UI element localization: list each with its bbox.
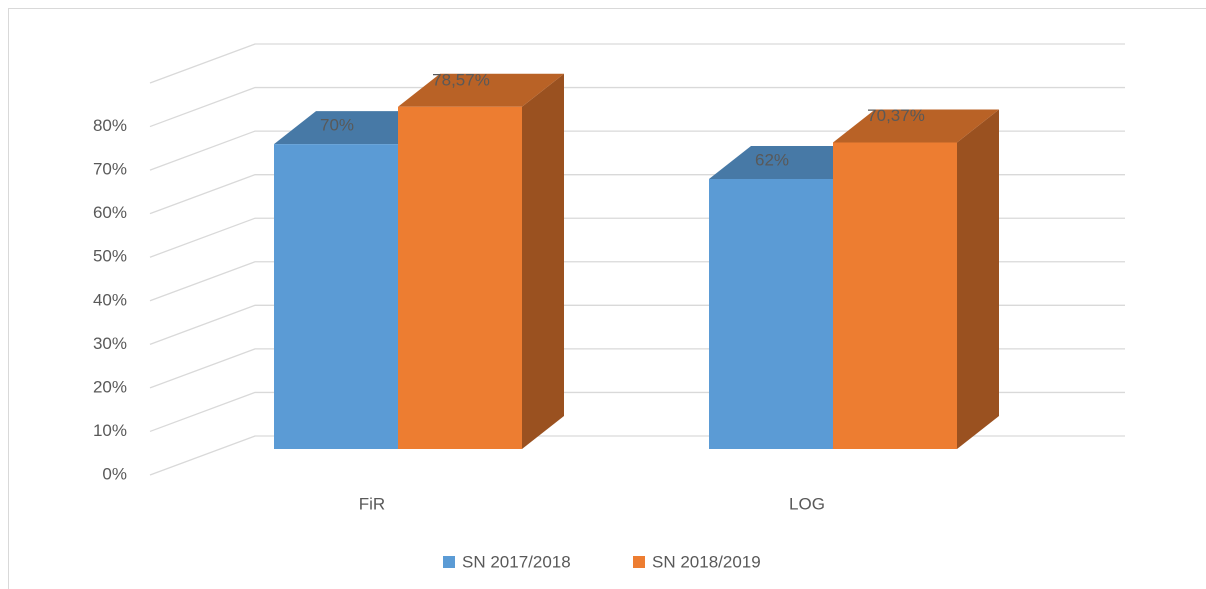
- chart-frame: [8, 8, 1206, 589]
- bar-top: [833, 109, 999, 143]
- value-label: 70,37%: [867, 106, 925, 125]
- y-tick-label: 80%: [93, 116, 127, 135]
- legend-label: SN 2017/2018: [462, 552, 571, 571]
- value-label: 70%: [320, 116, 354, 135]
- value-label: 78,57%: [432, 70, 490, 89]
- y-tick-label: 10%: [93, 421, 127, 440]
- bar-side: [957, 109, 999, 449]
- y-tick-label: 0%: [102, 464, 127, 483]
- y-tick-label: 50%: [93, 247, 127, 266]
- legend-swatch: [633, 556, 645, 568]
- legend-label: SN 2018/2019: [652, 552, 761, 571]
- bar-side: [522, 73, 564, 449]
- y-tick-label: 40%: [93, 290, 127, 309]
- grid-line: [149, 43, 1125, 84]
- bar: [833, 109, 999, 449]
- grid-line: [149, 86, 1125, 128]
- grid-line: [149, 130, 1125, 171]
- value-label: 62%: [755, 150, 789, 169]
- bar-top: [398, 73, 564, 107]
- x-tick-label: FiR: [359, 494, 385, 513]
- bar-front: [833, 142, 957, 449]
- legend-swatch: [443, 556, 455, 568]
- bar: [398, 73, 564, 449]
- bar-front: [398, 106, 522, 449]
- bar-front: [709, 178, 833, 449]
- y-tick-label: 60%: [93, 203, 127, 222]
- bar-front: [274, 144, 398, 449]
- y-tick-label: 20%: [93, 377, 127, 396]
- y-tick-label: 30%: [93, 334, 127, 353]
- x-tick-label: LOG: [789, 494, 825, 513]
- y-tick-label: 70%: [93, 160, 127, 179]
